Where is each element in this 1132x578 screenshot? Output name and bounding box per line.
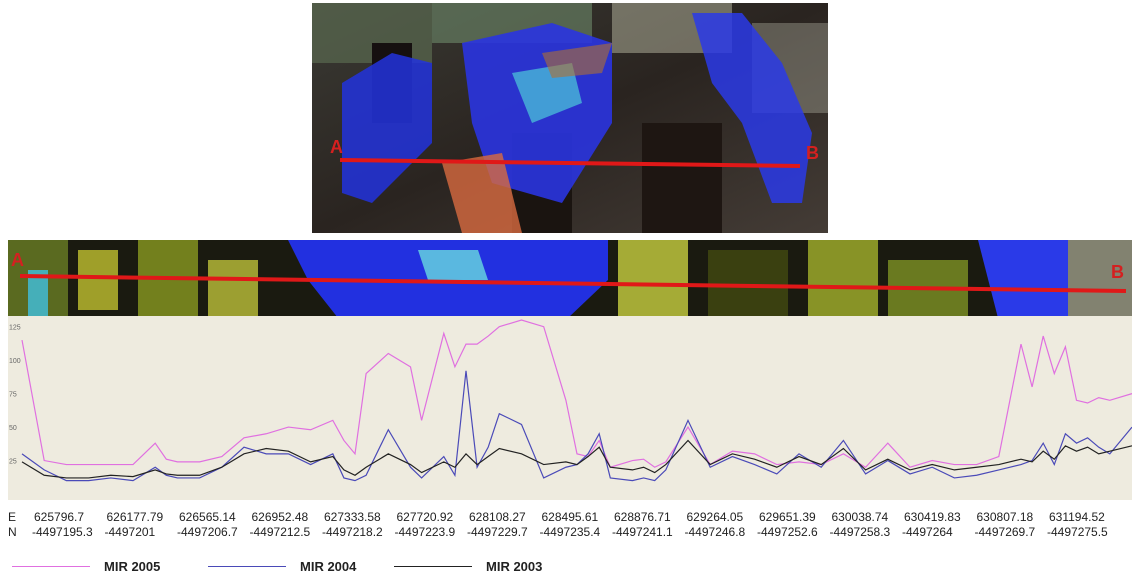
x-tick-easting: 627720.92: [396, 510, 454, 524]
x-tick-easting: 626177.79: [106, 510, 164, 524]
legend-swatch-mir-2004: [208, 565, 286, 567]
x-tick-easting: 628495.61: [541, 510, 599, 524]
x-tick-northing: -4497264: [902, 525, 953, 539]
x-tick-northing: -4497212.5: [249, 525, 311, 539]
profile-line-top: [339, 158, 801, 168]
legend-item-mir-2003: MIR 2003: [394, 558, 542, 574]
point-a-label-top: A: [330, 137, 343, 157]
y-tick-label: 100: [9, 358, 21, 365]
legend-swatch-mir-2005: [12, 565, 90, 567]
y-tick-label: 125: [9, 325, 21, 332]
x-tick-northing: -4497258.3: [829, 525, 891, 539]
x-tick-northing: -4497246.8: [684, 525, 746, 539]
x-tick-northing: -4497218.2: [322, 525, 383, 539]
series-line-mir-2004: [21, 370, 1132, 482]
satellite-image-top: A B: [312, 3, 828, 233]
x-tick-northing: -4497206.7: [177, 525, 238, 539]
satellite-image-strip: A B: [8, 240, 1132, 318]
axis-e-label: E: [8, 510, 17, 524]
axis-n-label: N: [8, 525, 17, 539]
legend-swatch-mir-2003: [394, 565, 472, 567]
x-tick-northing: -4497223.9: [394, 525, 456, 539]
x-tick-northing: -4497275.5: [1047, 525, 1108, 539]
y-tick-label: 75: [9, 392, 17, 399]
x-tick-northing: -4497252.6: [757, 525, 818, 539]
point-a-label-strip: A: [11, 250, 24, 270]
x-tick-northing: -4497241.1: [612, 525, 673, 539]
legend-label-mir-2005: MIR 2005: [104, 558, 161, 574]
x-tick-easting: 626952.48: [251, 510, 309, 524]
profile-line-strip: [19, 274, 1127, 293]
legend-item-mir-2004: MIR 2004: [208, 558, 356, 574]
series-line-mir-2003: [21, 439, 1132, 479]
x-tick-northing: -4497201: [104, 525, 156, 539]
x-tick-northing: -4497269.7: [974, 525, 1036, 539]
series-line-mir-2005: [21, 319, 1132, 468]
x-tick-easting: 628876.71: [614, 510, 671, 524]
profile-chart-plot: 125 100 75 50 25: [9, 319, 1132, 482]
x-tick-easting: 628108.27: [469, 510, 526, 524]
x-tick-northing: -4497235.4: [539, 525, 601, 539]
x-tick-easting: 627333.58: [324, 510, 381, 524]
x-tick-northing: -4497195.3: [32, 525, 93, 539]
x-tick-easting: 630038.74: [831, 510, 889, 524]
profile-chart: 125 100 75 50 25: [8, 316, 1132, 500]
x-tick-easting: 629264.05: [686, 510, 744, 524]
legend-item-mir-2005: MIR 2005: [12, 558, 160, 574]
x-tick-easting: 630807.18: [976, 510, 1034, 524]
x-tick-easting: 625796.7: [34, 510, 85, 524]
y-tick-label: 50: [9, 425, 17, 432]
x-tick-easting: 630419.83: [904, 510, 961, 524]
x-tick-northing: -4497229.7: [467, 525, 528, 539]
point-b-label-strip: B: [1111, 262, 1124, 282]
legend-label-mir-2004: MIR 2004: [300, 558, 357, 574]
y-tick-label: 25: [9, 459, 17, 466]
point-b-label-top: B: [806, 143, 819, 163]
x-tick-easting: 631194.52: [1049, 510, 1105, 524]
x-tick-easting: 629651.39: [759, 510, 816, 524]
legend-label-mir-2003: MIR 2003: [486, 558, 543, 574]
x-tick-easting: 626565.14: [179, 510, 236, 524]
